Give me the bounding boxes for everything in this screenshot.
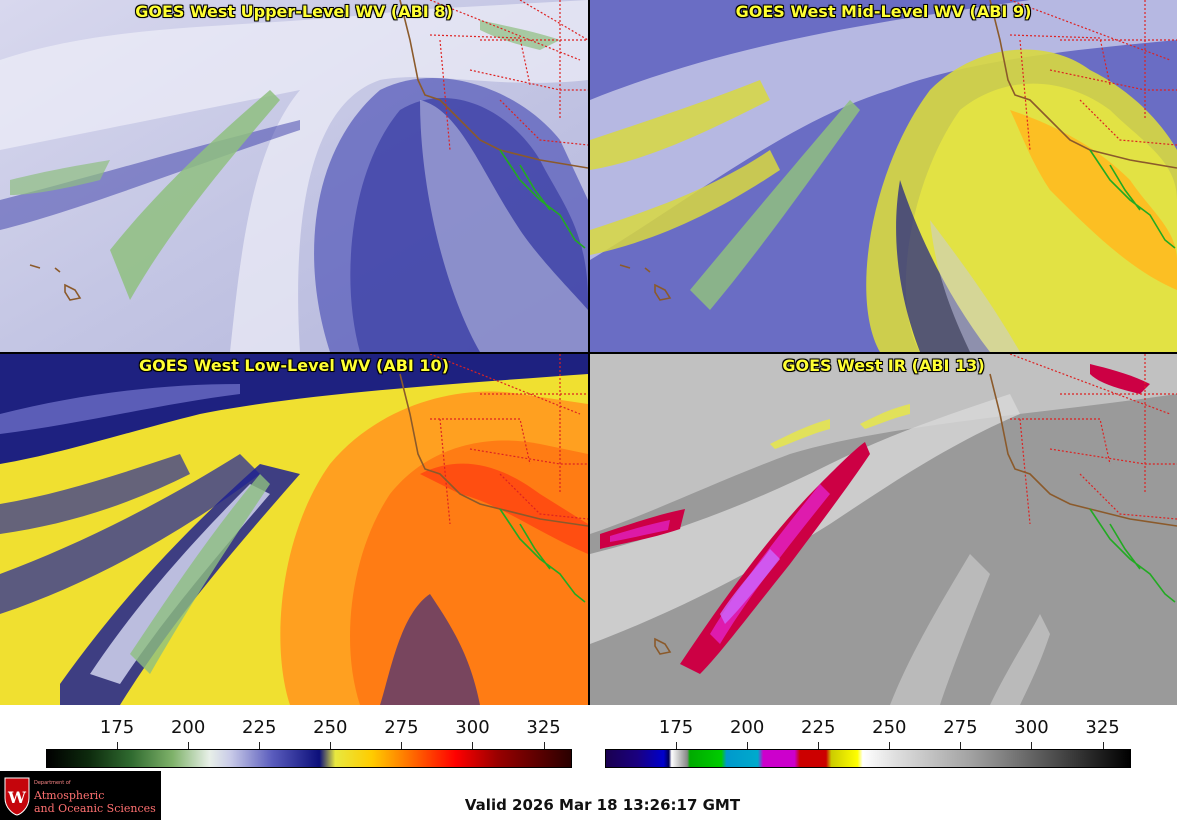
ir-tick-label: 250 bbox=[872, 717, 907, 738]
wv-colorbar-ticks: 175 200 225 250 275 300 325 bbox=[46, 705, 572, 749]
wv-tick-label: 250 bbox=[313, 717, 348, 738]
low-level-wv-title: GOES West Low-Level WV (ABI 10) bbox=[138, 356, 449, 375]
ir-tick-mark bbox=[818, 742, 820, 749]
upper-level-wv-image bbox=[0, 0, 588, 352]
ir-tick-label: 300 bbox=[1014, 717, 1049, 738]
wv-tick-mark bbox=[259, 742, 261, 749]
wv-colorbar-gradient bbox=[46, 749, 572, 768]
ir-tick-mark bbox=[889, 742, 891, 749]
uw-crest-icon: W bbox=[4, 777, 30, 816]
wv-tick-mark bbox=[472, 742, 474, 749]
ir-image bbox=[590, 354, 1177, 705]
ir-tick-mark bbox=[747, 742, 749, 749]
low-level-wv-panel: GOES West Low-Level WV (ABI 10) bbox=[0, 354, 588, 705]
svg-text:W: W bbox=[7, 788, 27, 807]
mid-level-wv-panel: GOES West Mid-Level WV (ABI 9) bbox=[590, 0, 1177, 352]
wv-tick-label: 275 bbox=[384, 717, 419, 738]
wv-tick-mark bbox=[117, 742, 119, 749]
wv-tick-mark bbox=[330, 742, 332, 749]
ir-tick-label: 225 bbox=[801, 717, 836, 738]
upper-level-wv-panel: GOES West Upper-Level WV (ABI 8) bbox=[0, 0, 588, 352]
wv-tick-label: 325 bbox=[526, 717, 561, 738]
aos-logo[interactable]: W Department of Atmospheric and Oceanic … bbox=[0, 771, 161, 820]
wv-colorbar: 175 200 225 250 275 300 325 bbox=[46, 705, 572, 771]
valid-time-label: Valid 2026 Mar 18 13:26:17 GMT bbox=[464, 796, 741, 814]
ir-colorbar-ticks: 175 200 225 250 275 300 325 bbox=[605, 705, 1131, 749]
ir-title: GOES West IR (ABI 13) bbox=[782, 356, 985, 375]
wv-tick-mark bbox=[188, 742, 190, 749]
low-level-wv-image bbox=[0, 354, 588, 705]
ir-tick-mark bbox=[960, 742, 962, 749]
wv-tick-label: 300 bbox=[455, 717, 490, 738]
ir-tick-label: 325 bbox=[1085, 717, 1120, 738]
ir-tick-label: 175 bbox=[658, 717, 694, 738]
logo-name-line2: and Oceanic Sciences bbox=[34, 802, 156, 815]
wv-tick-mark bbox=[543, 742, 545, 749]
ir-tick-mark bbox=[676, 742, 678, 749]
mid-level-wv-title: GOES West Mid-Level WV (ABI 9) bbox=[735, 2, 1032, 21]
panel-divider-horizontal bbox=[0, 352, 1177, 354]
ir-tick-label: 275 bbox=[943, 717, 978, 738]
ir-panel: GOES West IR (ABI 13) bbox=[590, 354, 1177, 705]
logo-name-line1: Atmospheric bbox=[34, 789, 105, 802]
upper-level-wv-title: GOES West Upper-Level WV (ABI 8) bbox=[135, 2, 453, 21]
wv-tick-label: 225 bbox=[242, 717, 277, 738]
wv-tick-label: 175 bbox=[99, 717, 135, 738]
ir-colorbar-gradient bbox=[605, 749, 1131, 768]
ir-tick-label: 200 bbox=[729, 717, 765, 738]
logo-dept-text: Department of bbox=[34, 780, 71, 786]
wv-tick-mark bbox=[401, 742, 403, 749]
mid-level-wv-image bbox=[590, 0, 1177, 352]
ir-tick-mark bbox=[1102, 742, 1104, 749]
wv-tick-label: 200 bbox=[170, 717, 206, 738]
ir-tick-mark bbox=[1031, 742, 1033, 749]
ir-colorbar: 175 200 225 250 275 300 325 bbox=[605, 705, 1131, 771]
